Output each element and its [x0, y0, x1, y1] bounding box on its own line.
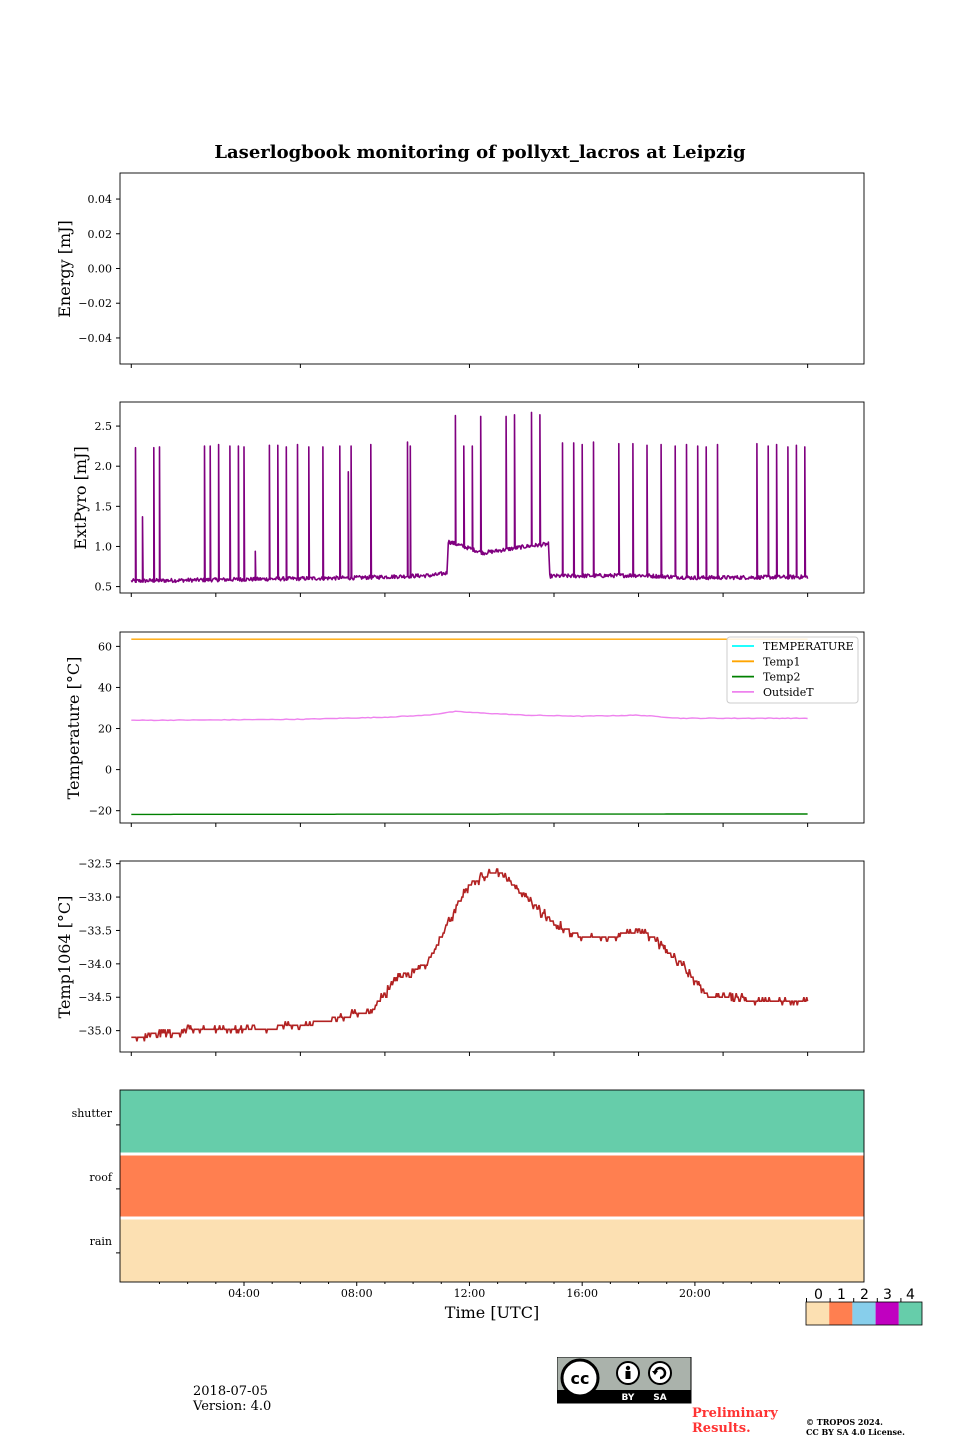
- cc-license-badge: cc BY SA: [556, 1356, 692, 1408]
- status-band-shutter: [120, 1090, 864, 1154]
- colorbar-label-3: 3: [883, 1287, 892, 1303]
- axes-frame: [119, 860, 865, 1053]
- ytick-label: 0: [105, 764, 112, 777]
- series-extpyro: [130, 411, 809, 584]
- ytick-label: 0.00: [88, 263, 113, 276]
- ytick-label: 2.0: [95, 460, 113, 473]
- axes-frame: [119, 172, 865, 365]
- ytick-label: −20: [89, 805, 112, 818]
- legend-label-temp2: Temp2: [763, 671, 800, 684]
- ytick-label: 1.5: [95, 500, 113, 513]
- panel-4: shutter roof rain 04:00 08:00 12:00 16:00 20:00: [72, 1089, 865, 1300]
- sa-icon: [648, 1361, 672, 1385]
- preliminary-line-2: Results.: [692, 1421, 751, 1436]
- ylabel-temp1064: Temp1064 [°C]: [55, 896, 74, 1019]
- ylabel-extpyro: ExtPyro [mJ]: [71, 446, 90, 549]
- ytick-label: −34.0: [78, 958, 112, 971]
- ytick-label: −0.02: [78, 297, 112, 310]
- status-band-rain: [120, 1218, 864, 1282]
- ytick-label: 2.5: [95, 420, 113, 433]
- copyright-line-2: CC BY SA 4.0 License.: [806, 1427, 905, 1437]
- plot-area: [131, 638, 808, 816]
- ytick-label: 1.0: [95, 540, 113, 553]
- ytick-label: −33.0: [78, 891, 112, 904]
- ytick-label: 0.5: [95, 581, 113, 594]
- row-label-shutter: shutter: [72, 1107, 113, 1120]
- panel-0: −0.04 −0.02 0.00 0.02 0.04: [78, 172, 865, 368]
- copyright-notice: © TROPOS 2024. CC BY SA 4.0 License.: [806, 1417, 905, 1437]
- ylabel-energy: Energy [mJ]: [55, 220, 74, 318]
- colorbar-label-1: 1: [837, 1287, 846, 1303]
- xtick-label: 16:00: [566, 1287, 598, 1300]
- ytick-label: −34.5: [78, 991, 112, 1004]
- row-label-roof: roof: [89, 1171, 113, 1184]
- svg-text:cc: cc: [571, 1369, 590, 1388]
- ytick-label: 40: [98, 681, 112, 694]
- colorbar-label-2: 2: [860, 1287, 869, 1303]
- status-band-roof: [120, 1154, 864, 1218]
- plot-area: [131, 868, 809, 1042]
- plot-area: [130, 411, 809, 584]
- axes-frame: [119, 631, 865, 824]
- axes-frame: [119, 401, 865, 594]
- legend-label-temp1: Temp1: [763, 655, 800, 668]
- colorbar-cell-4: [898, 1302, 922, 1325]
- cc-by-label: BY: [622, 1393, 635, 1403]
- colorbar-cell-1: [829, 1302, 853, 1325]
- xtick-label: 20:00: [679, 1287, 711, 1300]
- ytick-label: −33.5: [78, 924, 112, 937]
- ytick-label: 60: [98, 640, 112, 653]
- series-outsidet: [131, 710, 808, 722]
- ytick-label: −0.04: [78, 332, 112, 345]
- ytick-label: 0.04: [88, 193, 113, 206]
- legend-label-outsidet: OutsideT: [763, 686, 814, 699]
- xtick-label: 12:00: [454, 1287, 486, 1300]
- chart-title: Laserlogbook monitoring of pollyxt_lacro…: [214, 142, 746, 163]
- copyright-line-1: © TROPOS 2024.: [806, 1417, 883, 1427]
- date-label: 2018-07-05: [193, 1384, 268, 1399]
- ytick-label: −32.5: [78, 858, 112, 871]
- panel-1: 0.5 1.0 1.5 2.0 2.5: [95, 401, 865, 597]
- ytick-label: 20: [98, 723, 112, 736]
- ylabel-temperature: Temperature [°C]: [64, 657, 83, 800]
- series-temp1064: [131, 868, 809, 1042]
- colorbar-label-4: 4: [906, 1287, 915, 1303]
- ytick-label: −35.0: [78, 1025, 112, 1038]
- cc-icon: [560, 1358, 600, 1398]
- legend-label-temperature: TEMPERATURE: [763, 640, 854, 653]
- cc-sa-label: SA: [653, 1393, 666, 1403]
- preliminary-notice: Preliminary Results.: [692, 1406, 778, 1436]
- chart-panels: −0.04 −0.02 0.00 0.02 0.04 0.5 1.0 1.5 2.0 2.5 −20…: [72, 172, 865, 1300]
- colorbar-cell-0: [806, 1302, 830, 1325]
- colorbar-cell-3: [875, 1302, 899, 1325]
- date-version-block: 2018-07-05 Version: 4.0: [193, 1384, 271, 1414]
- xtick-label: 04:00: [228, 1287, 260, 1300]
- panel-3: −35.0 −34.5 −34.0 −33.5 −33.0 −32.5: [78, 858, 865, 1056]
- colorbar-frame: [805, 1301, 923, 1326]
- xtick-label: 08:00: [341, 1287, 373, 1300]
- panel-2: −20 0 20 40 60: [89, 631, 865, 827]
- colorbar-cell-2: [852, 1302, 876, 1325]
- axes-frame: [119, 1089, 865, 1283]
- version-label: Version: 4.0: [193, 1399, 272, 1414]
- ytick-label: 0.02: [88, 228, 113, 241]
- row-label-rain: rain: [90, 1235, 112, 1248]
- preliminary-line-1: Preliminary: [692, 1406, 778, 1421]
- colorbar-label-0: 0: [814, 1287, 823, 1303]
- xlabel-time: Time [UTC]: [445, 1303, 539, 1322]
- legend-box: [726, 636, 859, 704]
- temperature-legend: TEMPERATURE Temp1 Temp2 OutsideT: [726, 636, 859, 704]
